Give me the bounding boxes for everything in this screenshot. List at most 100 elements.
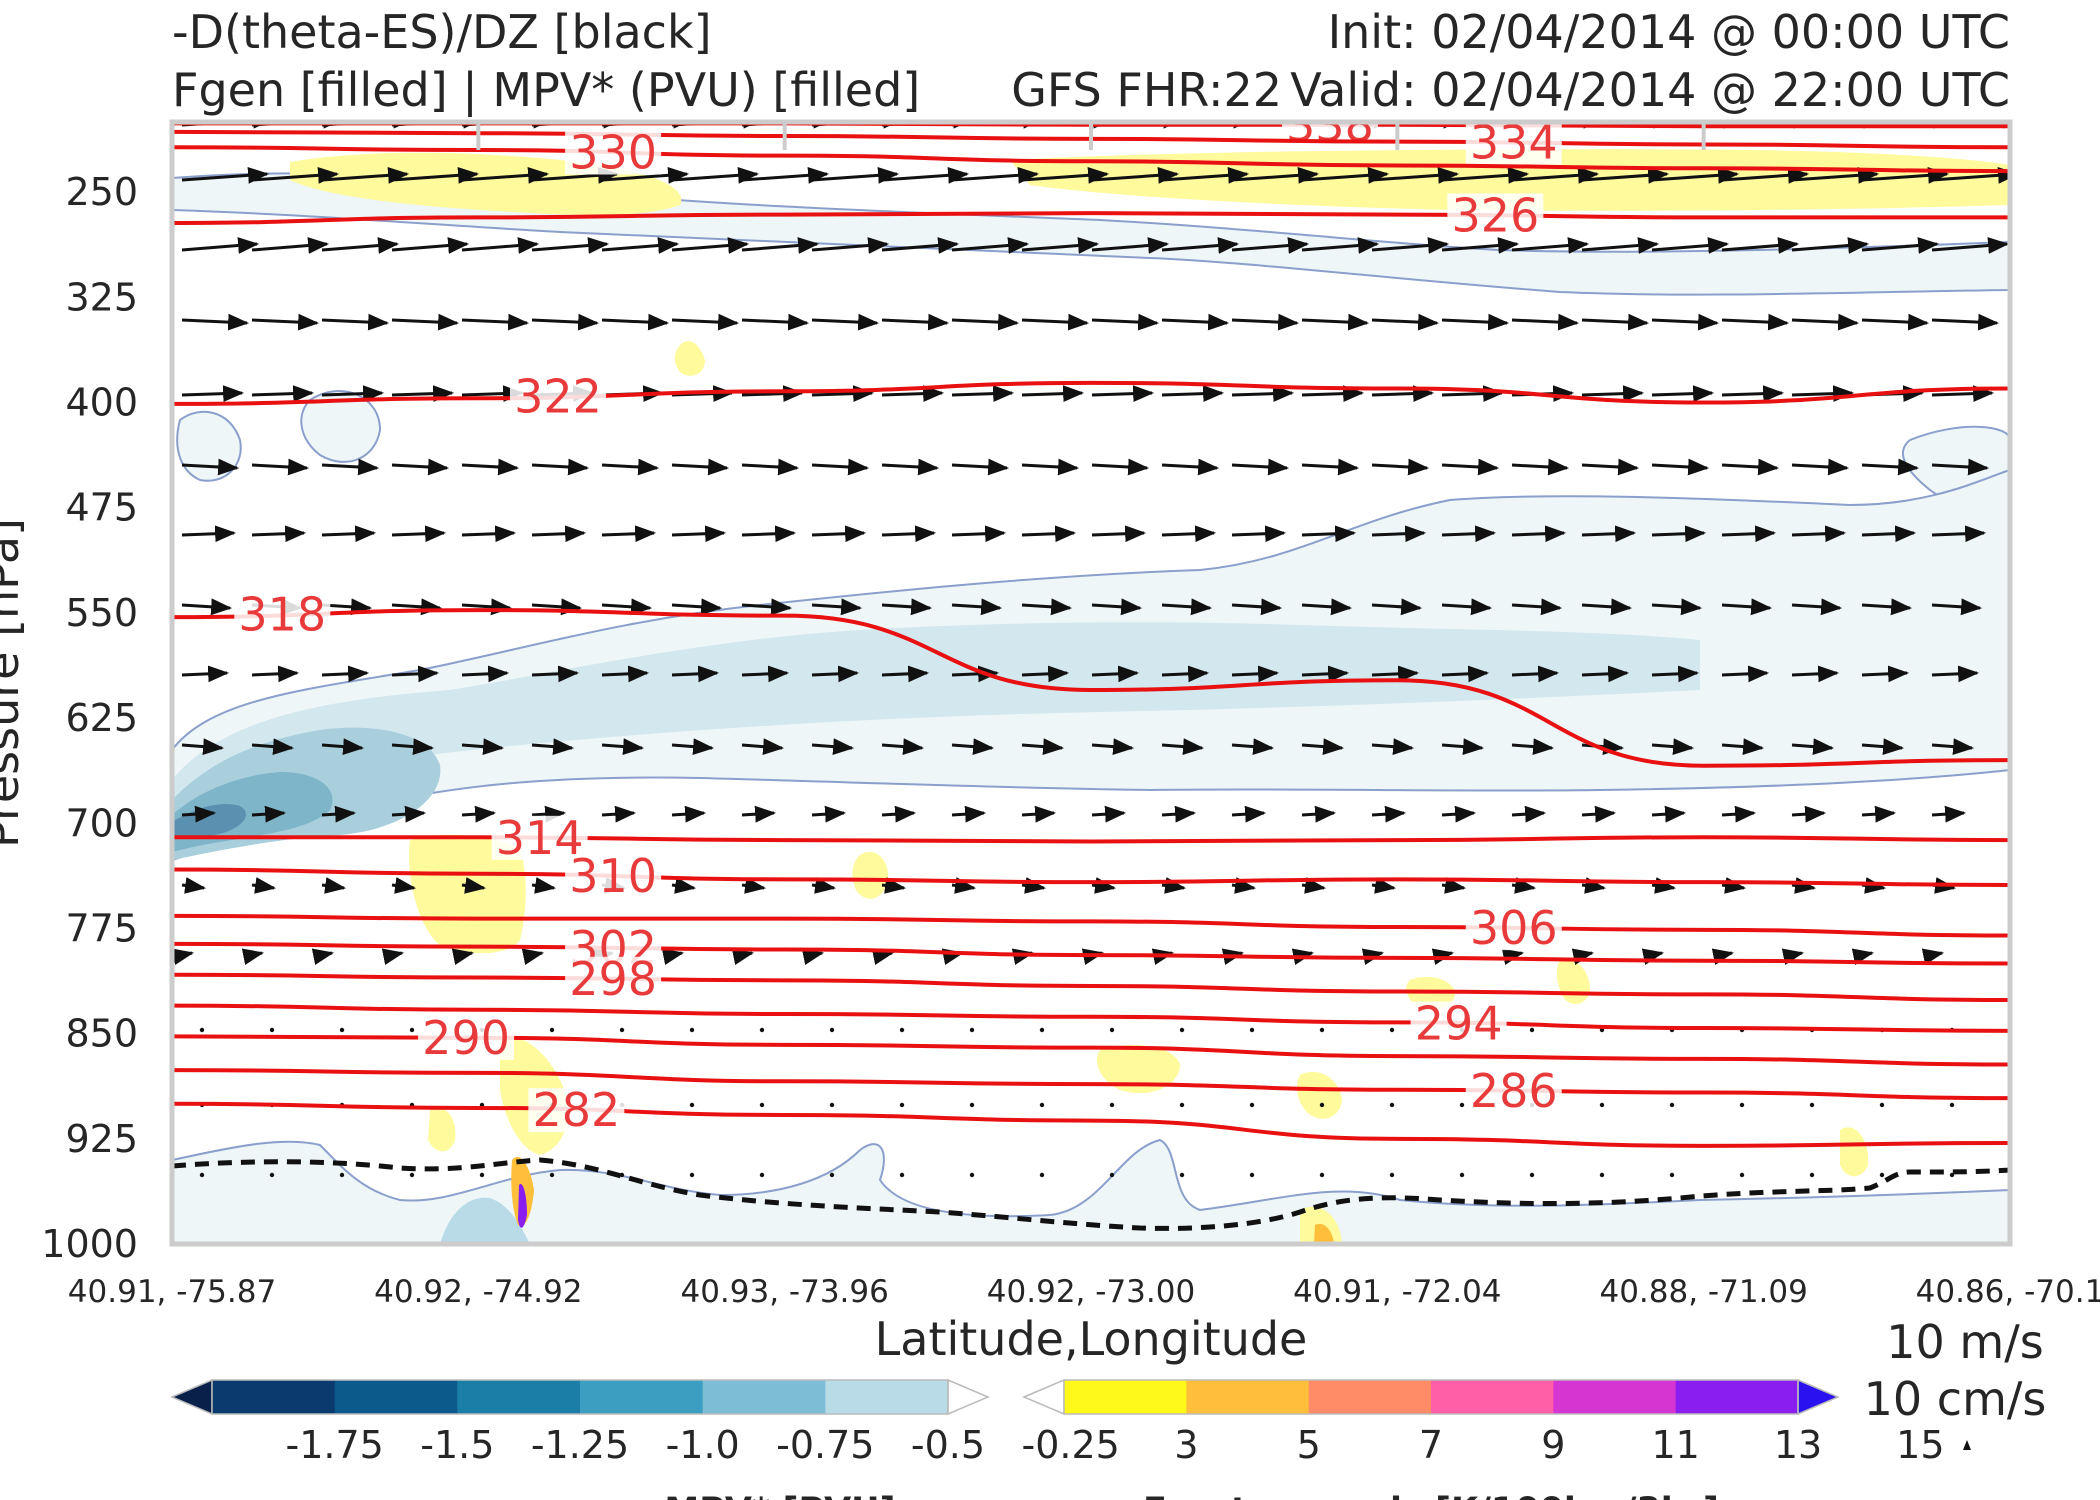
wind-arrow [1791,313,1860,331]
wind-arrow [391,598,443,616]
wind-arrow [1511,525,1567,543]
fgen-fill-sfc-e [1314,1223,1334,1244]
wind-arrow [1651,525,1707,543]
wind-arrow [951,237,1030,254]
isentrope-label: 282 [532,1083,620,1137]
wind-arrow [951,458,1010,476]
wind-arrow [601,738,645,755]
wind-arrow [531,237,610,254]
wind-arrow [1291,948,1315,965]
x-axis-label: Latitude,Longitude [875,1312,1308,1366]
wind-arrow [391,877,417,894]
wind-arrow [811,458,870,476]
wind-dot [1249,1027,1255,1033]
fgen-fill-low-b [852,851,889,899]
isentrope-label: 322 [514,369,602,423]
wind-arrow [1581,166,1670,184]
wind-arrow [1161,237,1240,254]
wind-dot [1249,1102,1255,1108]
wind-dot [1179,1027,1185,1033]
wind-dot [969,1102,975,1108]
wind-arrow [1361,948,1385,965]
wind-arrow [321,738,365,755]
colorbar-tick-label: 11 [1651,1423,1699,1467]
x-tick-label: 40.92, -74.92 [374,1274,582,1310]
isentrope-322 [172,380,2010,406]
wind-dot [409,1172,415,1178]
wind-arrow [1161,525,1217,543]
wind-arrow [671,525,727,543]
wind-arrow [1511,313,1580,331]
wind-arrow [1721,738,1765,755]
wind-dot [689,1027,695,1033]
x-tick-label: 40.91, -75.87 [68,1274,276,1310]
wind-arrow [1441,313,1510,331]
wind-arrow [531,166,620,184]
wind-arrow [181,237,260,254]
wind-dot [1739,1102,1745,1108]
wind-arrow [1651,458,1710,476]
wind-dot [1249,1172,1255,1178]
wind-arrow [1781,948,1805,965]
fgen-fill-sfc-f [1840,1127,1869,1177]
wind-arrow [321,313,390,331]
wind-arrow [1861,458,1920,476]
wind-arrow [881,665,930,683]
wind-arrow [461,877,487,894]
wind-arrow [881,598,933,616]
wind-arrow [1021,598,1073,616]
wind-arrow [1651,738,1695,755]
wind-arrow [741,237,820,254]
wind-arrow [461,598,513,616]
wind-arrow [1721,458,1780,476]
wind-arrow [731,948,755,965]
wind-arrow [671,313,740,331]
wind-arrow [951,525,1007,543]
wind-arrow [1791,738,1835,755]
model-label: GFS FHR:22 [1011,63,1282,117]
wind-arrow [951,738,995,755]
wind-arrow [181,313,250,331]
wind-arrow [1301,237,1380,254]
y-tick-label: 325 [65,275,138,319]
wind-arrow [461,237,540,254]
wind-arrow [451,948,475,965]
wind-arrow [1231,665,1280,683]
init-time: Init: 02/04/2014 @ 00:00 UTC [1328,5,2010,59]
isentrope-label-bg [1410,1001,1507,1046]
isentrope-310 [172,867,2010,887]
isentrope-label: 318 [238,588,326,642]
colorbar-label: Frontogenesis [K/100km/3hr] [1143,1491,1719,1500]
wind-dot [899,1172,905,1178]
colorbar-tick-label: 5 [1297,1423,1321,1467]
wind-dot [339,1027,345,1033]
wind-arrow [881,525,937,543]
wind-arrow [251,166,340,184]
wind-arrow [871,948,895,965]
wind-dot [1879,1172,1885,1178]
colorbar-tick-label: -1.0 [666,1423,740,1467]
wind-arrow [1091,166,1180,184]
wind-arrow [251,313,320,331]
wind-arrow [1441,665,1490,683]
wind-arrow [1441,598,1493,616]
wind-arrow [461,738,505,755]
wind-arrow [1921,948,1945,965]
y-tick-label: 625 [65,696,138,740]
wind-arrow [881,313,950,331]
wind-arrow [1511,237,1590,254]
y-axis-label: Pressure [hPa] [0,518,29,848]
isentrope-label-bg [565,130,662,175]
wind-arrow [531,458,590,476]
wind-arrow [601,598,653,616]
y-tick-label: 250 [65,170,138,214]
wind-reference-horizontal: 10 m/s [1886,1315,2043,1369]
wind-arrow [391,665,440,683]
isentrope-282 [172,1101,2010,1148]
wind-arrow [881,385,945,403]
wind-arrow [1651,313,1720,331]
isentrope-314 [172,835,2010,844]
wind-arrow [671,598,723,616]
wind-arrow [172,948,195,965]
isentrope-label: 294 [1415,997,1503,1051]
